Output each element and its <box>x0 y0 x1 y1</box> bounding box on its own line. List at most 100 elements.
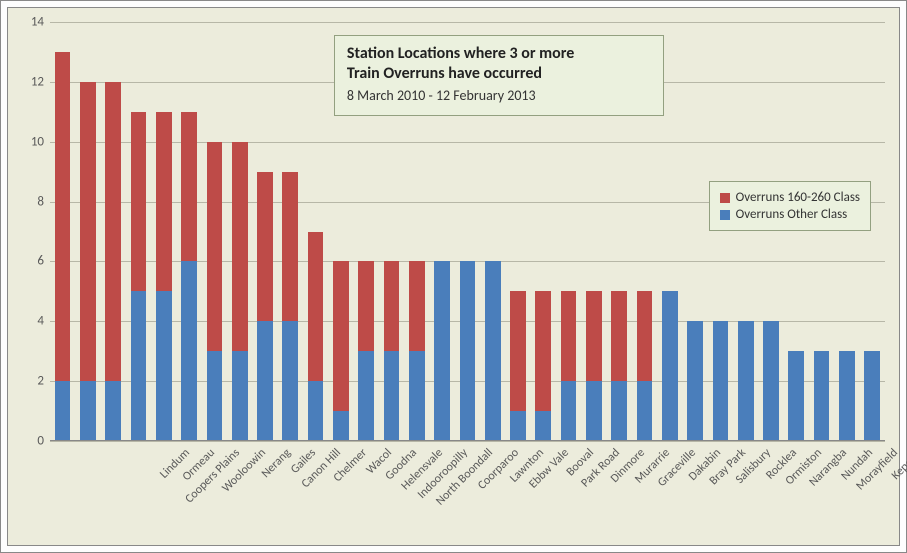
bar-slot <box>303 22 328 441</box>
bar-segment-other <box>814 351 830 441</box>
x-axis <box>50 440 885 441</box>
y-tick-label: 6 <box>37 254 50 269</box>
bar-slot <box>682 22 707 441</box>
chart-title-line2: Train Overruns have occurred <box>347 64 651 85</box>
bar-segment-other <box>156 291 172 441</box>
x-tick-label: Gailes <box>176 444 201 545</box>
bar-segment-other <box>788 351 804 441</box>
x-tick-label: Ormeau <box>75 444 100 545</box>
bar-slot <box>202 22 227 441</box>
x-tick-label: Lawnton <box>404 444 429 545</box>
bar-segment-other <box>434 261 450 441</box>
bar-segment-other <box>738 321 754 441</box>
legend-swatch-icon <box>720 210 730 220</box>
x-tick-label: Canon Hill <box>202 444 227 545</box>
y-tick-label: 14 <box>31 15 50 30</box>
x-tick-label: Park Road <box>480 444 505 545</box>
bar-slot <box>834 22 859 441</box>
bar-segment-160-260 <box>282 172 298 322</box>
bar-segment-other <box>232 351 248 441</box>
bar-segment-other <box>763 321 779 441</box>
bar-segment-other <box>207 351 223 441</box>
bar-slot <box>784 22 809 441</box>
bar-segment-160-260 <box>105 82 121 381</box>
bar-segment-160-260 <box>207 142 223 352</box>
bar-segment-other <box>535 411 551 441</box>
legend-label: Overruns Other Class <box>736 207 848 222</box>
plot-area: 02468101214 Station Locations where 3 or… <box>50 22 885 441</box>
bar-segment-other <box>80 381 96 441</box>
bar-segment-160-260 <box>510 291 526 411</box>
legend-item-other: Overruns Other Class <box>720 207 860 222</box>
bar-slot <box>860 22 885 441</box>
bar-segment-other <box>308 381 324 441</box>
x-tick-label: Coorparoo <box>379 444 404 545</box>
x-tick-label: Bray Park <box>607 444 632 545</box>
bar-segment-160-260 <box>535 291 551 411</box>
x-tick-label: Dakabin <box>581 444 606 545</box>
bar-segment-other <box>561 381 577 441</box>
bar-segment-160-260 <box>333 261 349 411</box>
bar-segment-160-260 <box>308 232 324 382</box>
bar-segment-other <box>55 381 71 441</box>
y-tick-label: 8 <box>37 194 50 209</box>
x-tick-label: Lindum <box>50 444 75 545</box>
bar-slot <box>50 22 75 441</box>
x-tick-label: Nerang <box>151 444 176 545</box>
legend-item-160-260: Overruns 160-260 Class <box>720 190 860 205</box>
x-tick-label: Wacol <box>252 444 277 545</box>
bar-segment-other <box>384 351 400 441</box>
bar-segment-other <box>105 381 121 441</box>
bar-segment-other <box>257 321 273 441</box>
bar-segment-160-260 <box>384 261 400 351</box>
bar-segment-other <box>864 351 880 441</box>
x-tick-label: Keperra <box>784 444 809 545</box>
bar-slot <box>176 22 201 441</box>
bar-segment-160-260 <box>358 261 374 351</box>
x-tick-label: Chelmer <box>227 444 252 545</box>
bar-segment-other <box>687 321 703 441</box>
x-tick-label: Murarrie <box>531 444 556 545</box>
bar-slot <box>708 22 733 441</box>
chart-plot-background: 02468101214 Station Locations where 3 or… <box>7 7 900 546</box>
x-tick-label: Nundah <box>733 444 758 545</box>
x-tick-label: Bald Hills <box>834 444 859 545</box>
y-tick-label: 10 <box>31 134 50 149</box>
bar-segment-other <box>586 381 602 441</box>
bar-segment-other <box>460 261 476 441</box>
bar-segment-other <box>409 351 425 441</box>
x-tick-label: Ormiston <box>682 444 707 545</box>
x-tick-label: Helensvale <box>303 444 328 545</box>
bar-segment-other <box>485 261 501 441</box>
bar-segment-160-260 <box>637 291 653 381</box>
x-tick-label: Narangba <box>708 444 733 545</box>
x-tick-label: Graceville <box>556 444 581 545</box>
bar-segment-other <box>611 381 627 441</box>
bar-segment-other <box>131 291 147 441</box>
bar-slot <box>75 22 100 441</box>
x-tick-label: Wooloowin <box>126 444 151 545</box>
bar-segment-other <box>333 411 349 441</box>
x-tick-label: Morayfield <box>758 444 783 545</box>
bar-slot <box>809 22 834 441</box>
chart-title-box: Station Locations where 3 or more Train … <box>334 35 664 117</box>
x-tick-label: North Boondall <box>354 444 379 545</box>
chart-title-line1: Station Locations where 3 or more <box>347 44 651 65</box>
x-tick-label: Auchenflower <box>860 444 885 545</box>
bar-slot <box>101 22 126 441</box>
bar-slot <box>733 22 758 441</box>
bar-segment-160-260 <box>586 291 602 381</box>
bar-segment-other <box>282 321 298 441</box>
y-tick-label: 0 <box>37 434 50 449</box>
bar-segment-160-260 <box>561 291 577 381</box>
gridline <box>50 441 885 442</box>
x-axis-labels: LindumOrmeauCoopers PlainsWooloowinNeran… <box>50 444 885 545</box>
bar-segment-160-260 <box>232 142 248 352</box>
bar-segment-160-260 <box>156 112 172 292</box>
bar-slot <box>758 22 783 441</box>
bar-segment-other <box>662 291 678 441</box>
y-tick-label: 4 <box>37 314 50 329</box>
x-tick-label: Salisbury <box>632 444 657 545</box>
x-tick-label: Goodna <box>278 444 303 545</box>
bar-slot <box>151 22 176 441</box>
